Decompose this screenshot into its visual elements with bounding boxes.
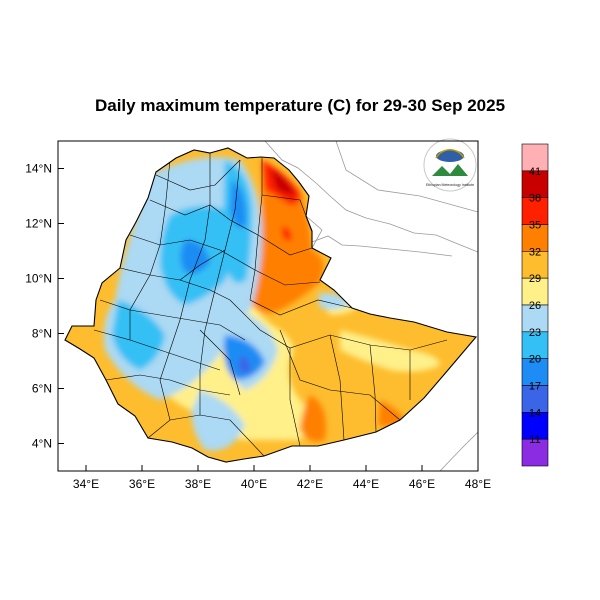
admin-borders bbox=[93, 153, 448, 457]
colorbar-label: 35 bbox=[529, 220, 541, 232]
y-tick-label: 12°N bbox=[25, 217, 52, 231]
colorbar-swatch bbox=[521, 438, 549, 467]
ethiopia-border bbox=[64, 147, 478, 463]
colorbar-label: 26 bbox=[529, 300, 541, 312]
colorbar-swatch bbox=[521, 197, 549, 225]
y-tick-label: 14°N bbox=[25, 162, 52, 176]
colorbar-swatch bbox=[521, 224, 549, 252]
colorbar-label: 32 bbox=[529, 246, 541, 258]
map-title: Daily maximum temperature (C) for 29-30 … bbox=[94, 96, 506, 115]
x-tick-label: 44°E bbox=[353, 477, 379, 491]
colorbar-label: 29 bbox=[529, 273, 541, 285]
colorbar-label: 38 bbox=[529, 193, 541, 205]
neighbour-coastlines bbox=[264, 141, 478, 471]
svg-text:Ethiopian Meteorology Institut: Ethiopian Meteorology Institute bbox=[426, 183, 474, 187]
y-tick-label: 8°N bbox=[32, 327, 52, 341]
map-frame bbox=[57, 140, 479, 472]
colorbar-label: 20 bbox=[529, 354, 541, 366]
colorbar-label: 17 bbox=[529, 381, 541, 393]
y-tick-label: 4°N bbox=[32, 437, 52, 451]
y-tick-label: 10°N bbox=[25, 272, 52, 286]
institute-logo: Ethiopian Meteorology Institute bbox=[423, 138, 477, 192]
x-tick-label: 48°E bbox=[465, 477, 491, 491]
colorbar-swatch bbox=[521, 251, 549, 279]
colorbar-swatch bbox=[521, 170, 549, 198]
x-tick-label: 36°E bbox=[129, 477, 155, 491]
colorbar-label: 14 bbox=[529, 407, 541, 419]
y-tick-label: 6°N bbox=[32, 382, 52, 396]
x-tick-label: 42°E bbox=[297, 477, 323, 491]
y-axis: 14°N 12°N 10°N 8°N 6°N 4°N bbox=[25, 162, 64, 451]
colorbar-label: 23 bbox=[529, 327, 541, 339]
x-axis: 34°E 36°E 38°E 40°E 42°E 44°E 46°E 48°E bbox=[73, 465, 491, 491]
x-tick-label: 34°E bbox=[73, 477, 99, 491]
x-tick-label: 40°E bbox=[241, 477, 267, 491]
x-tick-label: 46°E bbox=[409, 477, 435, 491]
colorbar-swatch bbox=[521, 277, 549, 306]
colorbar-swatch bbox=[521, 412, 549, 440]
colorbar-swatch bbox=[521, 143, 549, 172]
colorbar: 41 38 35 32 29 26 23 20 17 14 11 bbox=[521, 143, 549, 467]
colorbar-label: 41 bbox=[529, 166, 541, 178]
colorbar-label: 11 bbox=[529, 434, 540, 446]
x-tick-label: 38°E bbox=[185, 477, 211, 491]
colorbar-swatch bbox=[521, 331, 549, 359]
